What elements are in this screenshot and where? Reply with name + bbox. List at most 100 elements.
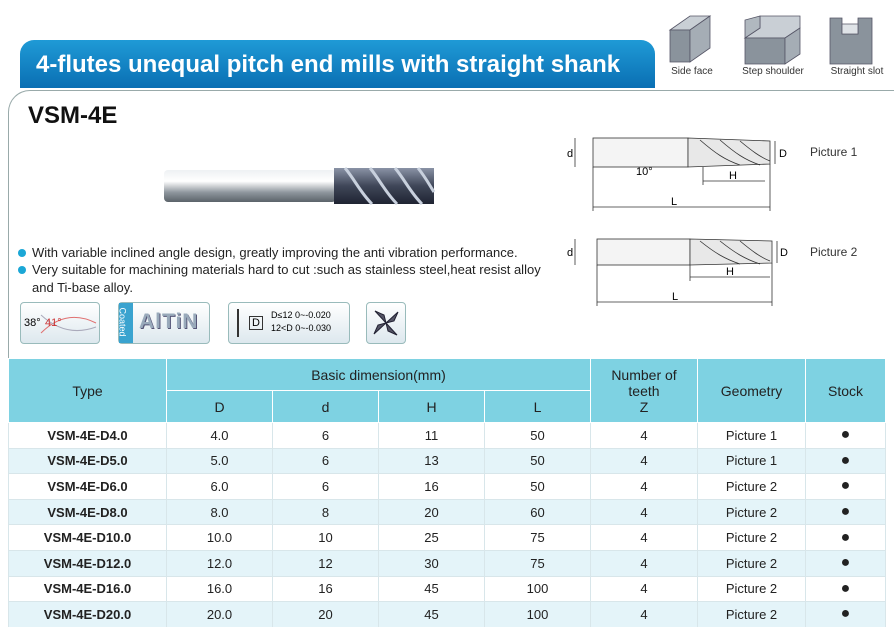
table-cell: ● (805, 575, 886, 603)
header-cell: d (272, 390, 379, 423)
dim-label: L (672, 291, 678, 303)
table-row: VSM-4E-D8.0 8.0 8 20 60 4 Picture 2 ● (8, 498, 886, 526)
header-line: Z (639, 398, 649, 415)
table-cell: 50 (484, 422, 591, 449)
dim-label: H (729, 170, 737, 182)
table-cell: 6 (272, 447, 379, 475)
model: VSM-4E (28, 102, 118, 129)
table-cell: 45 (378, 601, 485, 627)
header-line: teeth (628, 382, 660, 399)
table-cell: 6.0 (166, 473, 273, 500)
table-cell: 4 (590, 498, 698, 526)
table-cell: 8.0 (166, 498, 273, 526)
dim-label: 10° (636, 166, 653, 178)
table-cell: 13 (378, 447, 485, 475)
table-cell: Picture 2 (697, 473, 806, 500)
table-row: VSM-4E-D20.0 20.0 20 45 100 4 Picture 2 ● (8, 601, 886, 627)
operation-icons (668, 15, 873, 65)
operation-label: Side face (671, 66, 713, 77)
header-cell: H (378, 390, 485, 423)
table-cell: ● (805, 473, 886, 500)
table-row: VSM-4E-D10.0 10.0 10 25 75 4 Picture 2 ● (8, 524, 886, 551)
table-cell: 100 (484, 601, 591, 627)
coating: AlTiN (139, 310, 199, 333)
tolerance-line: 12<D 0~-0.030 (271, 323, 332, 333)
dimension-diagrams: d D H L 10° d D H L (567, 137, 788, 306)
table-cell: 11 (378, 422, 485, 449)
header-cell: D (166, 390, 273, 423)
table-cell: 20 (272, 601, 379, 627)
table-cell: ● (805, 549, 886, 577)
dim-label: d (567, 148, 573, 160)
type-cell: VSM-4E-D8.0 (8, 498, 167, 526)
table-cell: Picture 2 (697, 601, 806, 627)
spec-table: Type Basic dimension(mm) Number of teeth Z… (8, 358, 886, 627)
table-cell: 60 (484, 498, 591, 526)
table-cell: 45 (378, 575, 485, 603)
tolerance-symbol: D (249, 316, 263, 330)
header-line: Number of (611, 366, 677, 383)
dim-label: D (780, 247, 788, 259)
table-cell: 75 (484, 524, 591, 551)
table-cell: 16 (378, 473, 485, 500)
product-panel (8, 90, 894, 411)
header-cell: L (484, 390, 591, 423)
dim-label: H (726, 266, 734, 278)
table-cell: ● (805, 498, 886, 526)
feature: With variable inclined angle design, gre… (18, 244, 558, 262)
table-cell: Picture 2 (697, 498, 806, 526)
table-cell: ● (805, 422, 886, 449)
dim-label: L (671, 196, 677, 208)
table-cell: Picture 2 (697, 549, 806, 577)
title: 4-flutes unequal pitch end mills with st… (36, 51, 621, 78)
table-cell: 4 (590, 447, 698, 475)
flute-badge (366, 302, 406, 344)
tolerance-line: D≤12 0~-0.020 (271, 310, 331, 320)
table-cell: Picture 1 (697, 422, 806, 449)
header-cell: Stock (805, 358, 886, 423)
table-cell: 6 (272, 473, 379, 500)
type-cell: VSM-4E-D5.0 (8, 447, 167, 475)
table-row: VSM-4E-D6.0 6.0 6 16 50 4 Picture 2 ● (8, 473, 886, 500)
type-cell: VSM-4E-D10.0 (8, 524, 167, 551)
table-row: VSM-4E-D5.0 5.0 6 13 50 4 Picture 1 ● (8, 447, 886, 475)
type-cell: VSM-4E-D16.0 (8, 575, 167, 603)
table-cell: 50 (484, 447, 591, 475)
dim-label: D (779, 148, 787, 160)
feature: Very suitable for machining materials ha… (18, 261, 558, 297)
table-cell: 20 (378, 498, 485, 526)
table-cell: 75 (484, 549, 591, 577)
table-cell: 12.0 (166, 549, 273, 577)
table-cell: 4 (590, 601, 698, 627)
table-cell: 4 (590, 575, 698, 603)
table-cell: 4 (590, 524, 698, 551)
table-cell: 4 (590, 549, 698, 577)
helix-icon (40, 314, 97, 334)
table-cell: Picture 1 (697, 447, 806, 475)
table-cell: 8 (272, 498, 379, 526)
table-cell: 6 (272, 422, 379, 449)
table-cell: 10.0 (166, 524, 273, 551)
picture-label: Picture 1 (810, 145, 858, 159)
header-cell: Number of teeth Z (590, 358, 698, 423)
table-cell: 5.0 (166, 447, 273, 475)
table-cell: ● (805, 447, 886, 475)
table-cell: 16.0 (166, 575, 273, 603)
table-cell: 25 (378, 524, 485, 551)
header-cell: Basic dimension(mm) (166, 358, 591, 391)
table-cell: ● (805, 601, 886, 627)
table-cell: 12 (272, 549, 379, 577)
table-cell: 30 (378, 549, 485, 577)
coated-label: Coated (117, 307, 128, 337)
helix-angle: 38° (24, 317, 41, 329)
coating-badge: Coated AlTiN (118, 302, 210, 344)
table-cell: ● (805, 524, 886, 551)
table-cell: 10 (272, 524, 379, 551)
table-row: VSM-4E-D4.0 4.0 6 11 50 4 Picture 1 ● (8, 422, 886, 449)
table-cell: 4.0 (166, 422, 273, 449)
table-row: VSM-4E-D16.0 16.0 16 45 100 4 Picture 2 ● (8, 575, 886, 603)
title-bar: 4-flutes unequal pitch end mills with st… (20, 40, 655, 88)
table-cell: 20.0 (166, 601, 273, 627)
operation-label: Step shoulder (742, 66, 804, 77)
